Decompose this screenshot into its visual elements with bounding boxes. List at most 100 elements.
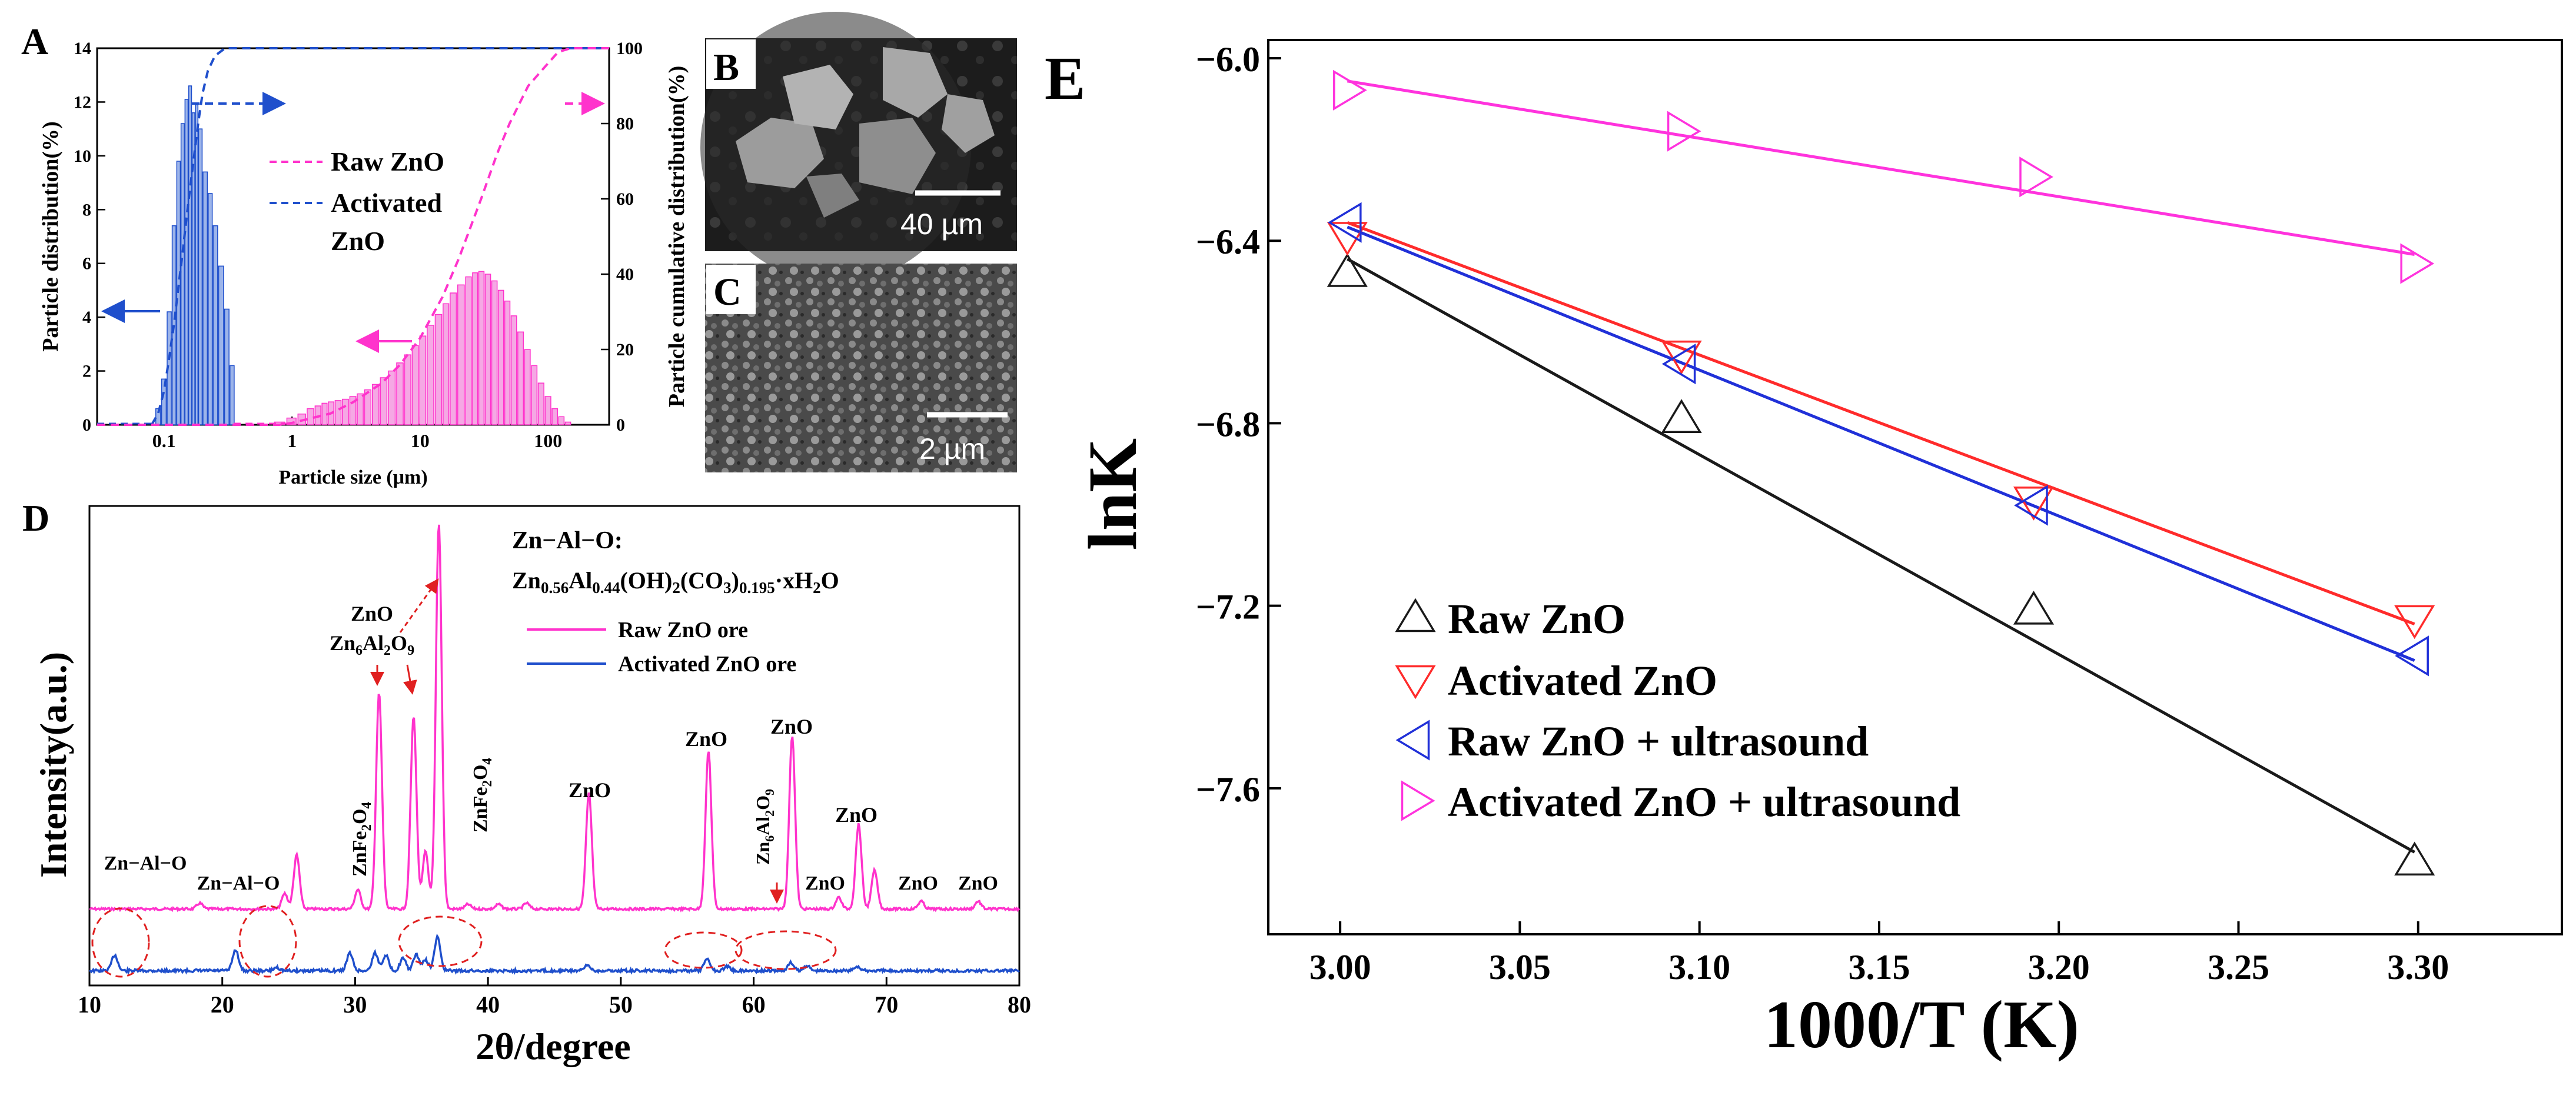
data-marker-1	[2394, 605, 2435, 640]
panel-a-ytick-label: 8	[82, 200, 91, 219]
panel-a-ytick-label: 12	[74, 92, 91, 112]
legend-raw-label: Raw ZnO	[331, 146, 444, 176]
formula-text: Zn0.56Al0.44(OH)2(CO3)0.195·xH2O	[512, 567, 839, 597]
activated-distribution-bar	[202, 171, 208, 425]
panel-a-ytick-label: 6	[82, 254, 91, 274]
sem-b-particle	[806, 174, 859, 218]
panel-a-ylabel: Particle distribution(%)	[38, 121, 63, 352]
panel-a-xtick-label: 100	[534, 430, 562, 451]
panel-a-ylabel-right: Particle cumulative distribution(%)	[664, 66, 689, 407]
highlight-ellipse	[398, 915, 483, 967]
fit-line-3	[1347, 79, 2415, 256]
panel-d-ylabel: Intensity(a.u.)	[32, 652, 74, 878]
formula-header: Zn−Al−O:	[512, 527, 623, 554]
peak-label: ZnO	[351, 602, 393, 625]
panel-e: E 3.00 3.05 3.10 3.15 3.20 3.25 3.30 −6.0 −6.4 −6…	[1045, 39, 2563, 1063]
raw-distribution-bar	[364, 389, 372, 425]
panel-a-ytick-right-label: 60	[616, 189, 634, 209]
activated-distribution-bar	[180, 123, 185, 425]
panel-a-ytick-label: 2	[82, 362, 91, 381]
raw-distribution-bar	[558, 416, 565, 425]
activated-ore-pattern	[89, 933, 1021, 975]
panel-a-ytick-right-label: 20	[616, 340, 634, 359]
panel-e-ytick-label: −6.4	[1196, 222, 1260, 261]
raw-distribution-bar	[491, 280, 498, 425]
raw-distribution-bar	[504, 300, 511, 425]
peak-label: ZnO	[958, 872, 998, 894]
panel-a-ytick-right-label: 80	[616, 114, 634, 134]
data-marker-0	[1327, 253, 1368, 287]
annotation-arrow	[399, 578, 439, 633]
raw-distribution-bar	[334, 400, 342, 425]
panel-e-frame	[1267, 39, 2563, 935]
raw-distribution-bar	[380, 377, 388, 425]
data-marker-0	[1661, 399, 1702, 433]
legend-label: Raw ZnO	[1448, 595, 1626, 642]
activated-distribution-bar	[188, 85, 192, 425]
data-marker-3	[1333, 69, 1367, 111]
annotation-arrow	[403, 664, 417, 695]
highlight-ellipse	[238, 905, 297, 978]
activated-distribution-bar	[212, 225, 218, 425]
raw-distribution-bar	[404, 354, 411, 425]
raw-cumulative-curve	[97, 47, 609, 426]
raw-distribution-bar	[411, 345, 419, 425]
peak-label: Zn6Al2O9	[330, 631, 414, 658]
data-marker-2	[1661, 344, 1696, 385]
peak-label: ZnO	[685, 727, 727, 751]
raw-distribution-bar	[434, 314, 443, 425]
panel-e-xtick-label: 3.30	[2387, 948, 2449, 987]
peak-label: ZnO	[805, 872, 845, 894]
panel-a-ytick-label: 0	[82, 415, 91, 435]
panel-a-ytick-label: 4	[82, 308, 91, 327]
panel-a-ytick-label: 14	[74, 39, 91, 58]
panel-e-xtick-label: 3.25	[2208, 948, 2269, 987]
peak-label: ZnFe2O4	[470, 758, 494, 832]
peak-label: ZnO	[835, 803, 877, 827]
panel-e-ylabel: lnK	[1074, 438, 1151, 550]
data-marker-1	[1661, 340, 1702, 375]
raw-distribution-bar	[419, 335, 427, 425]
highlight-ellipse	[734, 930, 837, 970]
data-marker-0	[2013, 590, 2055, 625]
panel-e-xtick-label: 3.00	[1309, 948, 1371, 987]
panel-d-xtick-label: 20	[211, 991, 234, 1018]
panel-label-d: D	[22, 497, 49, 539]
peak-label: ZnO	[569, 778, 611, 802]
panel-e-legend: Raw ZnO Activated ZnO Raw ZnO + ultrasound…	[1395, 595, 1960, 825]
panel-e-ytick-label: −6.8	[1196, 405, 1260, 444]
panel-e-xtick-label: 3.05	[1489, 948, 1551, 987]
raw-distribution-bar	[510, 315, 517, 425]
panel-e-xtick-label: 3.10	[1668, 948, 1730, 987]
raw-distribution-bar	[349, 396, 357, 425]
panel-a-ytick-label: 10	[74, 146, 91, 166]
panel-d-xtick-label: 50	[609, 991, 633, 1018]
panel-a-xtick-label: 0.1	[152, 430, 176, 451]
sem-b-particle	[736, 118, 824, 188]
legend-label: Activated ZnO + ultrasound	[1448, 778, 1960, 825]
panel-a-bars	[97, 85, 571, 425]
panel-d-ticks: 10 20 30 40 50 60 70 80	[78, 977, 1031, 1018]
raw-distribution-bar	[465, 276, 472, 425]
data-marker-0	[2394, 841, 2435, 876]
panel-label-c: C	[713, 271, 742, 314]
panel-label-c-box	[706, 265, 756, 314]
panel-c: C 2 µm	[705, 264, 1017, 472]
raw-distribution-bar	[531, 365, 538, 425]
peak-label: ZnFe2O4	[349, 802, 374, 877]
panel-label-b: B	[713, 46, 739, 89]
activated-distribution-bar	[184, 99, 189, 425]
raw-distribution-bar	[342, 398, 349, 425]
legend-activated-ore-label: Activated ZnO ore	[618, 652, 796, 677]
panel-e-fit-lines	[1347, 79, 2415, 854]
legend-raw-ore-label: Raw ZnO ore	[618, 618, 748, 642]
raw-distribution-bar	[372, 384, 380, 425]
legend-label: Raw ZnO + ultrasound	[1448, 718, 1869, 765]
raw-distribution-bar	[457, 284, 465, 425]
data-marker-3	[2400, 243, 2435, 284]
raw-distribution-bar	[396, 362, 404, 425]
legend-activated-label-2: ZnO	[331, 226, 385, 256]
activated-distribution-bar	[198, 128, 203, 425]
scale-label-b: 40 µm	[900, 208, 983, 241]
